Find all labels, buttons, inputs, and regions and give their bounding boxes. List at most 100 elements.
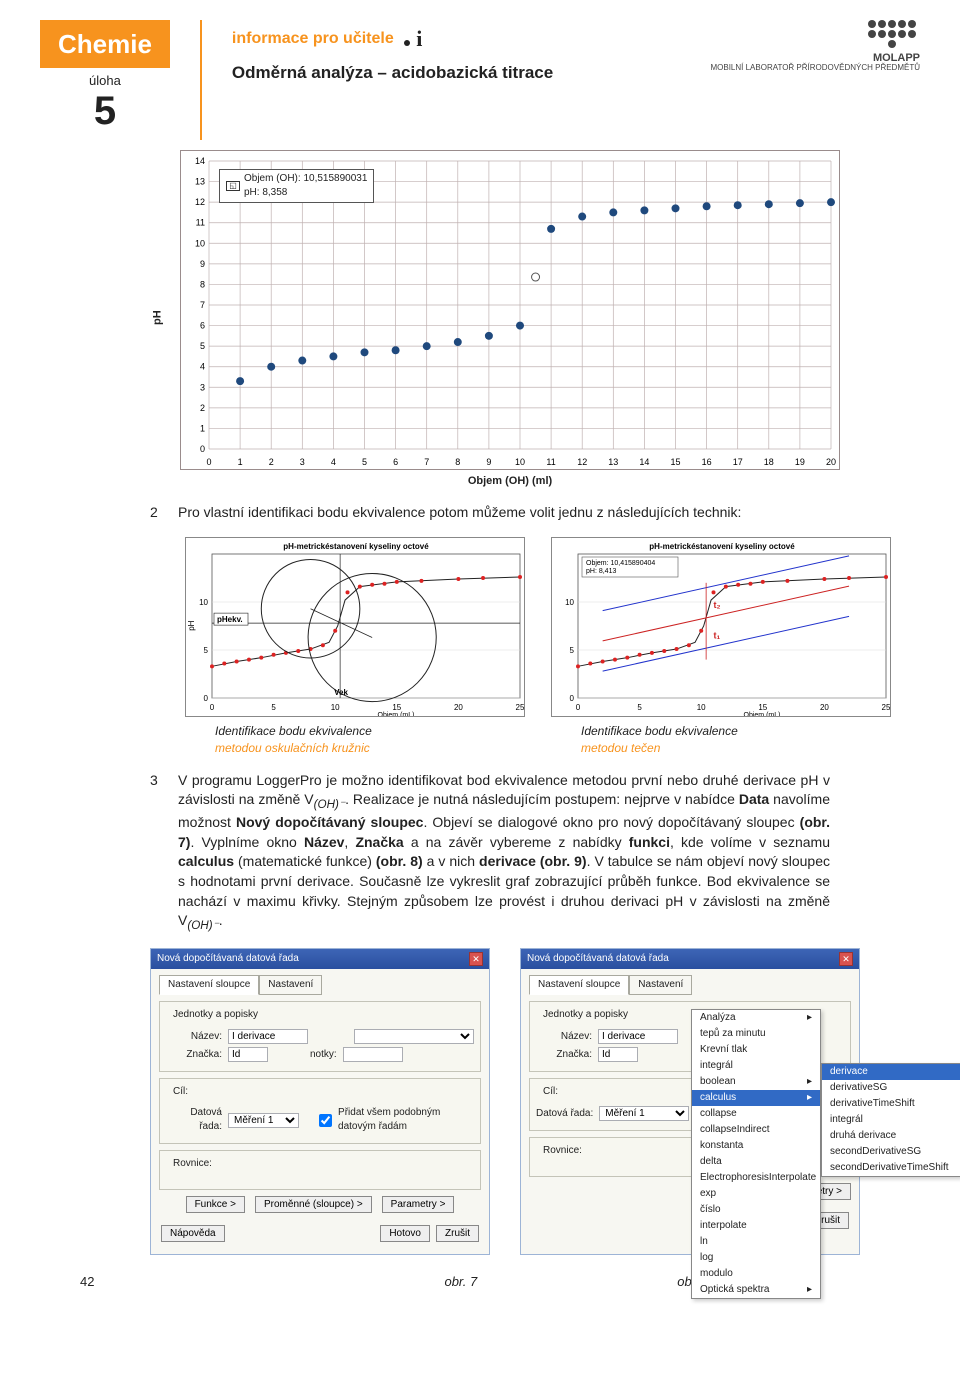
menu-item[interactable]: collapseIndirect xyxy=(692,1122,820,1138)
menu-item[interactable]: tepů za minutu xyxy=(692,1026,820,1042)
btn-zrusit[interactable]: Zrušit xyxy=(436,1225,479,1242)
svg-text:0: 0 xyxy=(206,457,211,467)
mini-chart-circles: pH-metrickéstanovení kyseliny octové0510… xyxy=(185,537,525,757)
btn-hotovo[interactable]: Hotovo xyxy=(380,1225,430,1242)
name-input[interactable] xyxy=(228,1029,308,1044)
submenu-item[interactable]: secondDerivativeSG xyxy=(822,1144,960,1160)
submenu-item[interactable]: secondDerivativeTimeShift xyxy=(822,1160,960,1176)
mini-left-cap1: Identifikace bodu ekvivalence xyxy=(215,723,525,740)
menu-item[interactable]: Optická spektra xyxy=(692,1282,820,1298)
funkce-dropdown-menu[interactable]: Analýzatepů za minutuKrevní tlakintegrál… xyxy=(691,1009,821,1299)
name-input[interactable] xyxy=(598,1029,678,1044)
submenu-item[interactable]: derivativeTimeShift xyxy=(822,1096,960,1112)
svg-text:3: 3 xyxy=(300,457,305,467)
svg-text:16: 16 xyxy=(702,457,712,467)
logo-dots-icon xyxy=(864,20,920,48)
svg-text:1: 1 xyxy=(200,423,205,433)
menu-item[interactable]: Analýza xyxy=(692,1010,820,1026)
submenu-item[interactable]: integrál xyxy=(822,1112,960,1128)
mini-right-cap2: metodou tečen xyxy=(581,740,891,757)
mark-input[interactable] xyxy=(228,1047,268,1062)
svg-text:4: 4 xyxy=(200,362,205,372)
svg-text:pH: pH xyxy=(187,620,196,630)
menu-item[interactable]: log xyxy=(692,1250,820,1266)
svg-text:8: 8 xyxy=(200,279,205,289)
tab-nastaveni[interactable]: Nastavení xyxy=(629,975,692,995)
logo-subtitle: MOBILNÍ LABORATOŘ PŘÍRODOVĚDNÝCH PŘEDMĚT… xyxy=(710,64,920,73)
mark-input[interactable] xyxy=(598,1047,638,1062)
svg-text:12: 12 xyxy=(577,457,587,467)
svg-text:2: 2 xyxy=(200,403,205,413)
name-dropdown[interactable] xyxy=(354,1029,474,1044)
menu-item[interactable]: Krevní tlak xyxy=(692,1042,820,1058)
svg-text:6: 6 xyxy=(200,321,205,331)
svg-text:0: 0 xyxy=(576,703,581,712)
menu-item[interactable]: modulo xyxy=(692,1266,820,1282)
menu-item[interactable]: integrál xyxy=(692,1058,820,1074)
tab-nastaveni-sloupce[interactable]: Nastavení sloupce xyxy=(159,975,259,995)
svg-text:25: 25 xyxy=(516,703,525,712)
menu-item[interactable]: číslo xyxy=(692,1202,820,1218)
svg-text:18: 18 xyxy=(764,457,774,467)
group3-title: Rovnice: xyxy=(540,1144,585,1158)
mark-label: Značka: xyxy=(536,1048,592,1062)
close-icon[interactable]: ✕ xyxy=(469,952,483,966)
datarow-select[interactable]: Měření 1 xyxy=(599,1106,689,1121)
svg-text:Vek: Vek xyxy=(334,688,348,697)
legend-toggle-icon: ◱ xyxy=(226,181,240,191)
dialog8-titlebar: Nová dopočítávaná datová řada ✕ xyxy=(521,949,859,969)
menu-item[interactable]: interpolate xyxy=(692,1218,820,1234)
svg-text:Objem (mL): Objem (mL) xyxy=(378,712,415,717)
svg-text:11: 11 xyxy=(196,218,205,228)
paragraph-3: 3 V programu LoggerPro je možno identifi… xyxy=(150,771,830,935)
svg-text:13: 13 xyxy=(195,177,205,187)
group3-title: Rovnice: xyxy=(170,1157,215,1171)
group1-title: Jednotky a popisky xyxy=(540,1008,631,1022)
tab-nastaveni[interactable]: Nastavení xyxy=(259,975,322,995)
svg-text:25: 25 xyxy=(882,703,891,712)
btn-funkce[interactable]: Funkce > xyxy=(186,1196,245,1213)
close-icon[interactable]: ✕ xyxy=(839,952,853,966)
svg-text:5: 5 xyxy=(271,703,276,712)
submenu-item[interactable]: druhá derivace xyxy=(822,1128,960,1144)
btn-napoveda[interactable]: Nápověda xyxy=(161,1225,225,1242)
menu-item[interactable]: konstanta xyxy=(692,1138,820,1154)
teacher-info-line: informace pro učitele i xyxy=(232,24,691,55)
svg-text:pH-metrickéstanovení kyseliny: pH-metrickéstanovení kyseliny octové xyxy=(649,542,795,551)
btn-promenne[interactable]: Proměnné (sloupce) > xyxy=(255,1196,372,1213)
addall-checkbox[interactable] xyxy=(319,1114,332,1127)
svg-text:10: 10 xyxy=(331,703,340,712)
molapp-logo: MOLAPP MOBILNÍ LABORATOŘ PŘÍRODOVĚDNÝCH … xyxy=(710,20,920,73)
unit-input[interactable] xyxy=(343,1047,403,1062)
svg-text:10: 10 xyxy=(515,457,525,467)
menu-item[interactable]: collapse xyxy=(692,1106,820,1122)
paragraph-2: 2 Pro vlastní identifikaci bodu ekvivale… xyxy=(150,503,830,523)
svg-text:7: 7 xyxy=(200,300,205,310)
mini-right-svg: pH-metrickéstanovení kyseliny octové0510… xyxy=(551,537,891,717)
svg-text:14: 14 xyxy=(195,156,205,166)
tab-nastaveni-sloupce[interactable]: Nastavení sloupce xyxy=(529,975,629,995)
menu-item[interactable]: exp xyxy=(692,1186,820,1202)
submenu-item[interactable]: derivativeSG xyxy=(822,1080,960,1096)
svg-text:15: 15 xyxy=(670,457,680,467)
para3-num: 3 xyxy=(150,771,164,935)
task-label: úloha xyxy=(40,72,170,90)
calculus-submenu[interactable]: derivacederivativeSGderivativeTimeShifti… xyxy=(821,1063,960,1177)
btn-parametry[interactable]: Parametry > xyxy=(382,1196,455,1213)
svg-text:10: 10 xyxy=(199,598,208,607)
menu-item[interactable]: ElectrophoresisInterpolate xyxy=(692,1170,820,1186)
svg-text:pH: 8,413: pH: 8,413 xyxy=(586,568,616,575)
dialog-row: Nová dopočítávaná datová řada ✕ Nastaven… xyxy=(150,948,860,1255)
submenu-item[interactable]: derivace xyxy=(822,1064,960,1080)
menu-item[interactable]: boolean xyxy=(692,1074,820,1090)
svg-text:t₂: t₂ xyxy=(714,600,721,610)
svg-text:5: 5 xyxy=(362,457,367,467)
datarow-label: Datová řada: xyxy=(536,1107,593,1121)
menu-item[interactable]: ln xyxy=(692,1234,820,1250)
menu-item[interactable]: delta xyxy=(692,1154,820,1170)
menu-item[interactable]: calculus xyxy=(692,1090,820,1106)
datarow-select[interactable]: Měření 1 xyxy=(228,1113,299,1128)
task-label-box: úloha 5 xyxy=(40,72,170,130)
mini-right-cap1: Identifikace bodu ekvivalence xyxy=(581,723,891,740)
dialog7-title: Nová dopočítávaná datová řada xyxy=(157,952,299,966)
